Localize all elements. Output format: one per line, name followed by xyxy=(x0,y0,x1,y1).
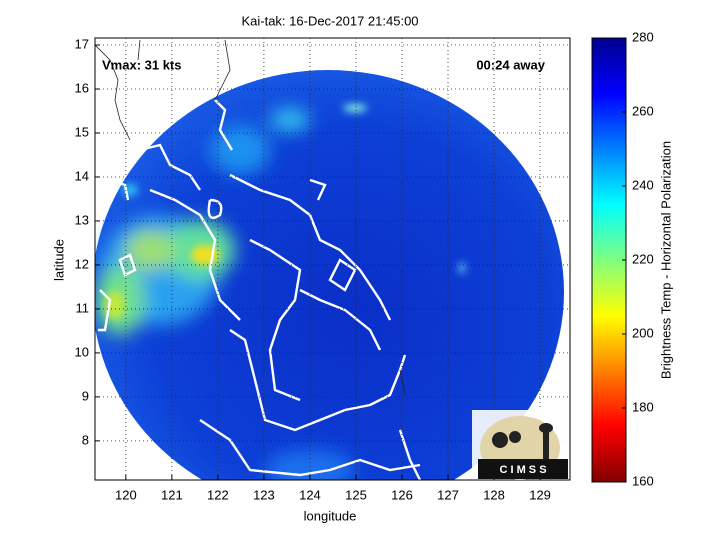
x-tick-label: 122 xyxy=(207,487,229,502)
x-tick-label: 126 xyxy=(391,487,413,502)
colorbar xyxy=(591,37,627,483)
plot-frame xyxy=(94,37,571,481)
logo: C I M S S xyxy=(478,416,568,480)
x-tick-label: 129 xyxy=(529,487,551,502)
y-tick-label: 15 xyxy=(75,124,89,139)
annotation: Vmax: 31 kts xyxy=(102,57,182,72)
satellite-image xyxy=(95,39,564,480)
colorbar-tick-label: 180 xyxy=(632,399,654,414)
y-axis-label: latitude xyxy=(51,239,66,281)
logo-text: C I M S S xyxy=(499,464,546,476)
x-tick-label: 120 xyxy=(115,487,137,502)
y-tick-label: 8 xyxy=(82,432,89,447)
annotation: 00:24 away xyxy=(476,57,545,72)
x-tick-label: 123 xyxy=(253,487,275,502)
colorbar-tick-label: 220 xyxy=(632,251,654,266)
y-tick-label: 14 xyxy=(75,168,89,183)
x-tick-label: 124 xyxy=(299,487,321,502)
x-axis-label: longitude xyxy=(304,508,357,523)
x-tick-label: 125 xyxy=(345,487,367,502)
chart-title: Kai-tak: 16-Dec-2017 21:45:00 xyxy=(241,13,418,28)
x-tick-label: 121 xyxy=(161,487,183,502)
colorbar-label: Brightness Temp - Horizontal Polarizatio… xyxy=(658,141,673,379)
x-tick-label: 127 xyxy=(437,487,459,502)
y-tick-label: 17 xyxy=(75,36,89,51)
y-tick-label: 12 xyxy=(75,256,89,271)
x-tick-label: 128 xyxy=(483,487,505,502)
colorbar-tick-label: 160 xyxy=(632,473,654,488)
colorbar-tick-label: 260 xyxy=(632,103,654,118)
colorbar-tick-label: 200 xyxy=(632,325,654,340)
y-tick-label: 10 xyxy=(75,344,89,359)
y-tick-label: 16 xyxy=(75,80,89,95)
colorbar-tick-label: 240 xyxy=(632,177,654,192)
y-tick-label: 13 xyxy=(75,212,89,227)
y-tick-label: 11 xyxy=(76,300,90,315)
y-tick-label: 9 xyxy=(82,388,89,403)
colorbar-tick-label: 280 xyxy=(632,29,654,44)
